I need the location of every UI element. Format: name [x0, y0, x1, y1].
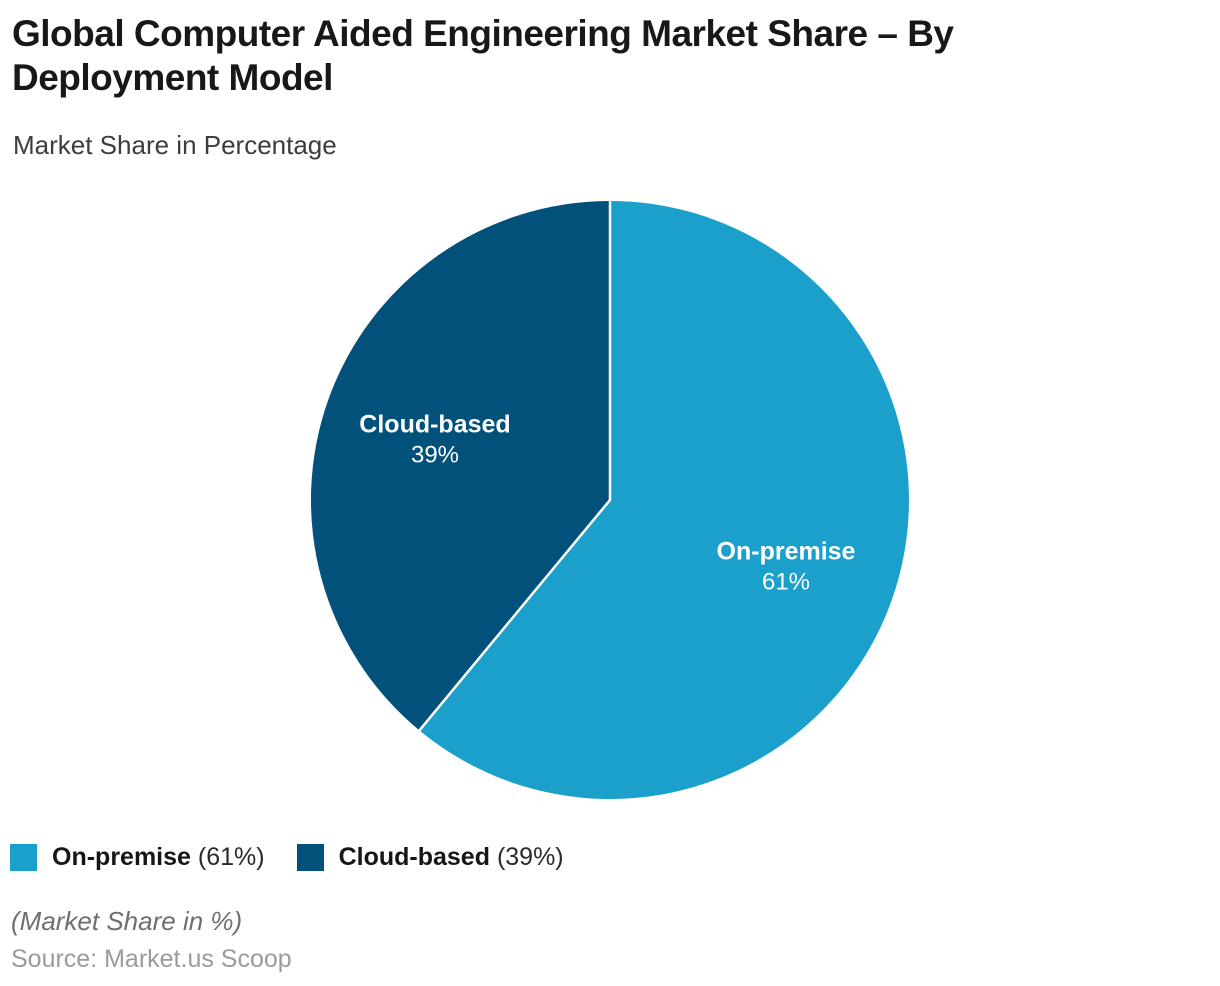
legend-swatch-cloud-based — [296, 844, 324, 871]
slice-label-percent: 39% — [410, 441, 460, 469]
legend-label: On-premise — [52, 843, 191, 871]
chart-title: Global Computer Aided Engineering Market… — [12, 13, 954, 99]
legend: On-premise (61%) Cloud-based (39%) — [10, 843, 564, 872]
chart-subtitle: Market Share in Percentage — [13, 130, 337, 160]
legend-item-cloud-based[interactable]: Cloud-based (39%) — [296, 843, 564, 872]
slice-label-percent: 61% — [761, 568, 811, 596]
legend-percent: (61%) — [197, 843, 265, 871]
pie-slice-on-premise[interactable] — [419, 201, 909, 799]
slice-label-name: On-premise — [716, 537, 856, 566]
unit-note: (Market Share in %) — [11, 906, 243, 936]
legend-percent: (39%) — [496, 843, 564, 871]
legend-swatch-on-premise — [10, 844, 37, 871]
legend-label: Cloud-based — [338, 843, 490, 871]
slice-label-on-premise: On-premise 61% — [717, 536, 856, 597]
slice-divider-line — [418, 201, 612, 732]
legend-item-on-premise[interactable]: On-premise (61%) — [10, 843, 265, 872]
source-text: Source: Market.us Scoop — [11, 945, 292, 973]
slice-label-name: Cloud-based — [359, 410, 511, 439]
slice-label-cloud-based: Cloud-based 39% — [359, 409, 510, 470]
legend-text: On-premise (61%) — [52, 843, 265, 872]
pie-slice-cloud-based[interactable] — [310, 201, 610, 731]
legend-text: Cloud-based (39%) — [339, 843, 564, 872]
